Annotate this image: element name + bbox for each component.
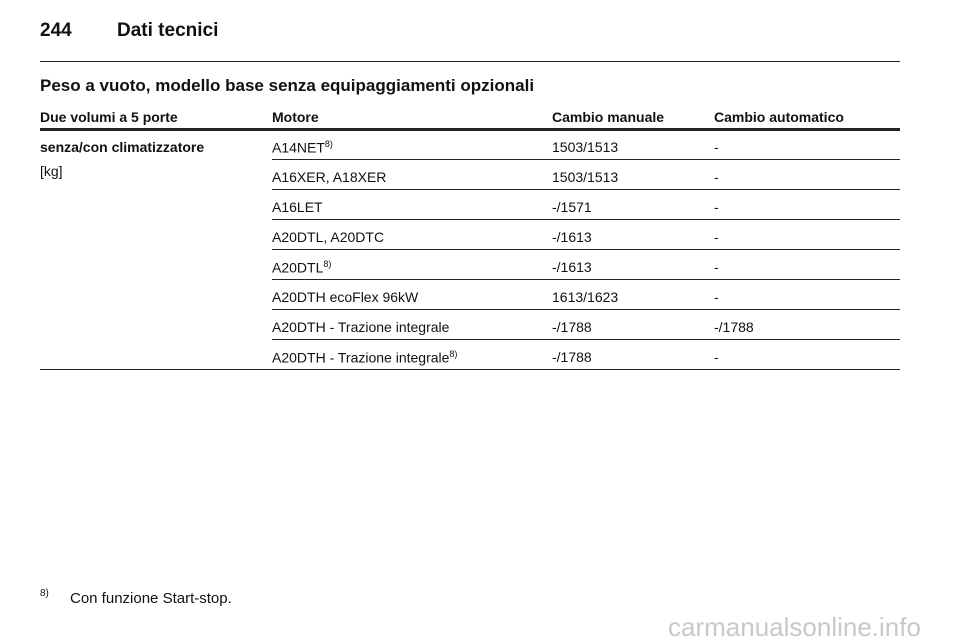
motor-cell: A16XER, A18XER: [272, 169, 386, 185]
header-rule: [40, 128, 900, 131]
manual-cell: 1613/1623: [552, 289, 619, 305]
motor-cell: A20DTL, A20DTC: [272, 229, 384, 245]
row-rule: [272, 189, 900, 190]
motor-cell: A16LET: [272, 199, 323, 215]
note-ref: 8): [449, 349, 458, 359]
row-label: senza/con climatizzatore: [40, 139, 205, 155]
note-ref: 8): [323, 259, 332, 269]
motor: A20DTH - Trazione integrale: [272, 319, 450, 335]
page-title: Dati tecnici: [117, 20, 219, 41]
auto-cell: -: [714, 169, 719, 185]
motor-cell: A20DTH ecoFlex 96kW: [272, 289, 418, 305]
motor: A14NET: [272, 139, 325, 156]
section-title: Peso a vuoto, modello base senza equipag…: [40, 76, 535, 95]
manual-cell: -/1613: [552, 229, 592, 245]
motor-cell: A20DTL8): [272, 259, 331, 276]
row-rule: [272, 339, 900, 340]
auto-cell: -: [714, 229, 719, 245]
motor-cell: A14NET8): [272, 139, 333, 156]
manual-cell: -/1571: [552, 199, 592, 215]
column-header: Motore: [272, 109, 319, 125]
motor: A20DTL, A20DTC: [272, 229, 385, 245]
note-ref: 8): [324, 139, 333, 149]
row-rule: [40, 369, 900, 370]
row-rule: [272, 159, 900, 160]
motor-cell: A20DTH - Trazione integrale: [272, 319, 449, 335]
row-rule: [272, 309, 900, 310]
watermark: carmanualsonline.info: [668, 612, 921, 642]
auto-cell: -: [714, 259, 719, 275]
auto-cell: -: [714, 289, 719, 305]
manual-cell: 1503/1513: [552, 169, 619, 185]
auto-cell: -: [714, 349, 719, 365]
auto-cell: -: [714, 199, 719, 215]
row-rule: [272, 279, 900, 280]
manual-cell: 1503/1513: [552, 139, 619, 155]
motor: A20DTH - Trazione integrale: [272, 349, 450, 366]
footnote-text: Con funzione Start-stop.: [70, 590, 232, 607]
column-header: Due volumi a 5 porte: [40, 109, 178, 125]
row-rule: [272, 249, 900, 250]
motor-cell: A20DTH - Trazione integrale8): [272, 349, 457, 366]
footnote-mark: 8): [40, 588, 49, 599]
motor: A16LET: [272, 199, 323, 215]
column-header: Cambio manuale: [552, 109, 665, 125]
motor: A20DTH ecoFlex 96kW: [272, 289, 419, 305]
unit: [kg]: [40, 163, 63, 179]
manual-cell: -/1788: [552, 349, 592, 365]
motor: A16XER, A18XER: [272, 169, 387, 185]
auto-cell: -/1788: [714, 319, 754, 335]
column-header: Cambio automatico: [714, 109, 844, 125]
rule: [40, 61, 900, 62]
motor: A20DTL: [272, 259, 324, 276]
manual-cell: -/1788: [552, 319, 592, 335]
row-rule: [272, 219, 900, 220]
manual-cell: -/1613: [552, 259, 592, 275]
page-number: 244: [40, 20, 72, 41]
auto-cell: -: [714, 139, 719, 155]
